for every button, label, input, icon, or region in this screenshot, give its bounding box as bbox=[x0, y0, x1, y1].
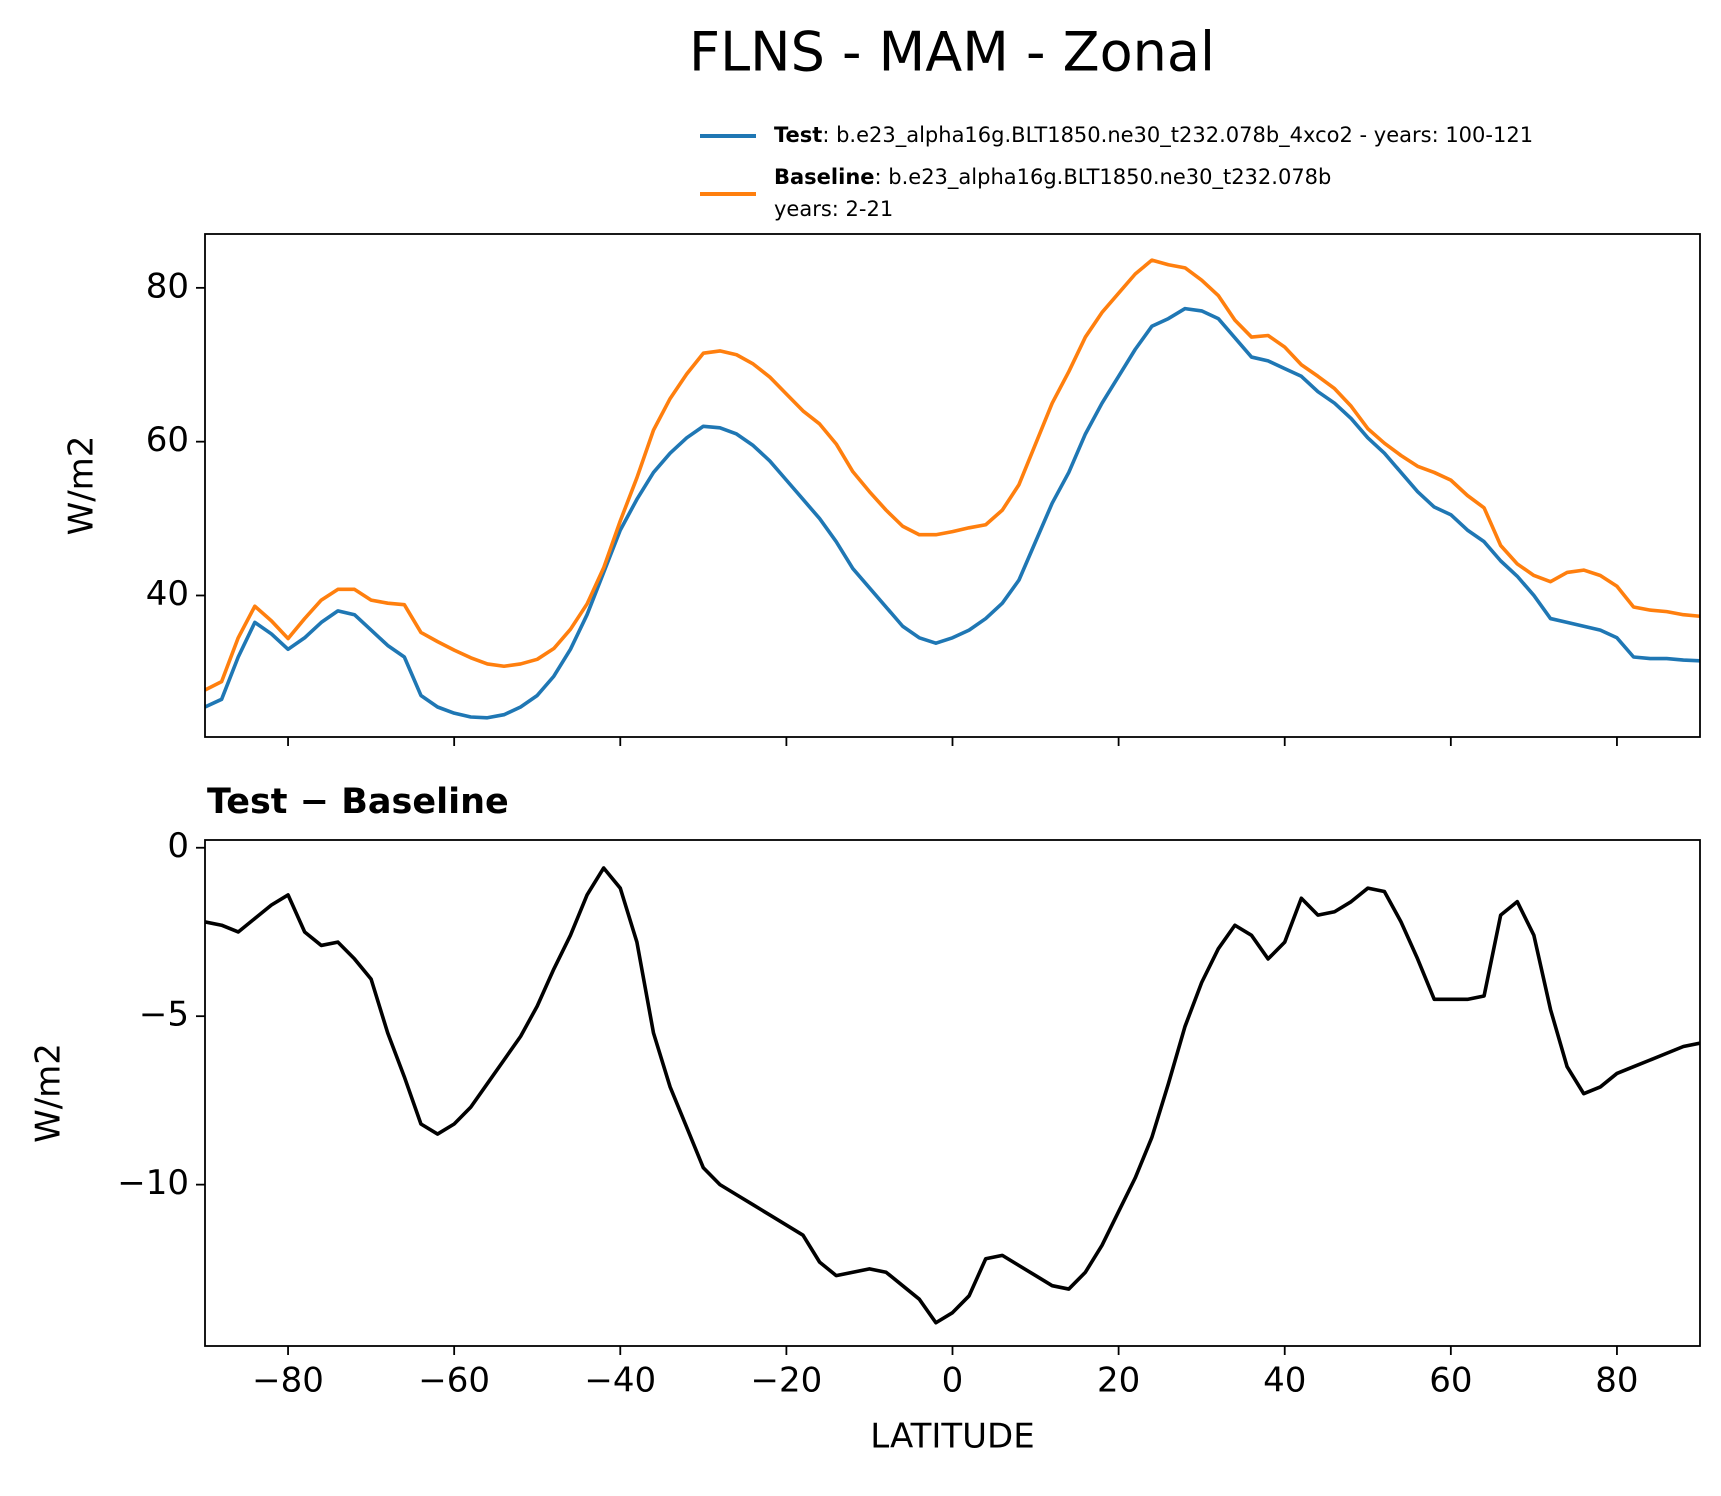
legend-entry: Baseline: b.e23_alpha16g.BLT1850.ne30_t2… bbox=[774, 165, 1331, 190]
axes-title: Test − Baseline bbox=[207, 782, 509, 822]
y-axis-label: W/m2 bbox=[62, 436, 102, 536]
x-tick-label: 20 bbox=[1097, 1361, 1140, 1401]
x-tick-label: −60 bbox=[418, 1361, 490, 1401]
legend-name: Baseline bbox=[774, 165, 875, 189]
y-tick-label: 60 bbox=[146, 420, 189, 460]
y-tick-label: 0 bbox=[167, 826, 189, 866]
x-tick-label: 80 bbox=[1595, 1361, 1638, 1401]
x-tick-label: −80 bbox=[252, 1361, 324, 1401]
legend-description: : b.e23_alpha16g.BLT1850.ne30_t232.078b_… bbox=[822, 123, 1533, 148]
y-tick-label: 40 bbox=[146, 574, 189, 614]
y-axis-label: W/m2 bbox=[29, 1043, 69, 1143]
legend-description: years: 2-21 bbox=[774, 197, 893, 221]
y-tick-label: −5 bbox=[139, 995, 189, 1035]
series-line bbox=[205, 258, 1700, 692]
series-line bbox=[205, 306, 1700, 720]
axes-frame bbox=[204, 233, 1701, 738]
figure-title: FLNS - MAM - Zonal bbox=[689, 21, 1215, 84]
x-tick-label: 0 bbox=[942, 1361, 964, 1401]
x-axis-label: LATITUDE bbox=[870, 1417, 1034, 1457]
axes-frame bbox=[204, 839, 1701, 1347]
y-tick-label: −10 bbox=[117, 1163, 189, 1203]
legend-name: Test bbox=[774, 123, 822, 147]
y-tick-label: 80 bbox=[146, 266, 189, 306]
x-tick-label: −20 bbox=[751, 1361, 823, 1401]
series-line bbox=[205, 866, 1700, 1325]
x-tick-label: 40 bbox=[1263, 1361, 1306, 1401]
legend-entry: Test: b.e23_alpha16g.BLT1850.ne30_t232.0… bbox=[774, 123, 1533, 148]
legend-description: : b.e23_alpha16g.BLT1850.ne30_t232.078b bbox=[875, 165, 1332, 190]
x-tick-label: 60 bbox=[1429, 1361, 1472, 1401]
x-tick-label: −40 bbox=[584, 1361, 656, 1401]
